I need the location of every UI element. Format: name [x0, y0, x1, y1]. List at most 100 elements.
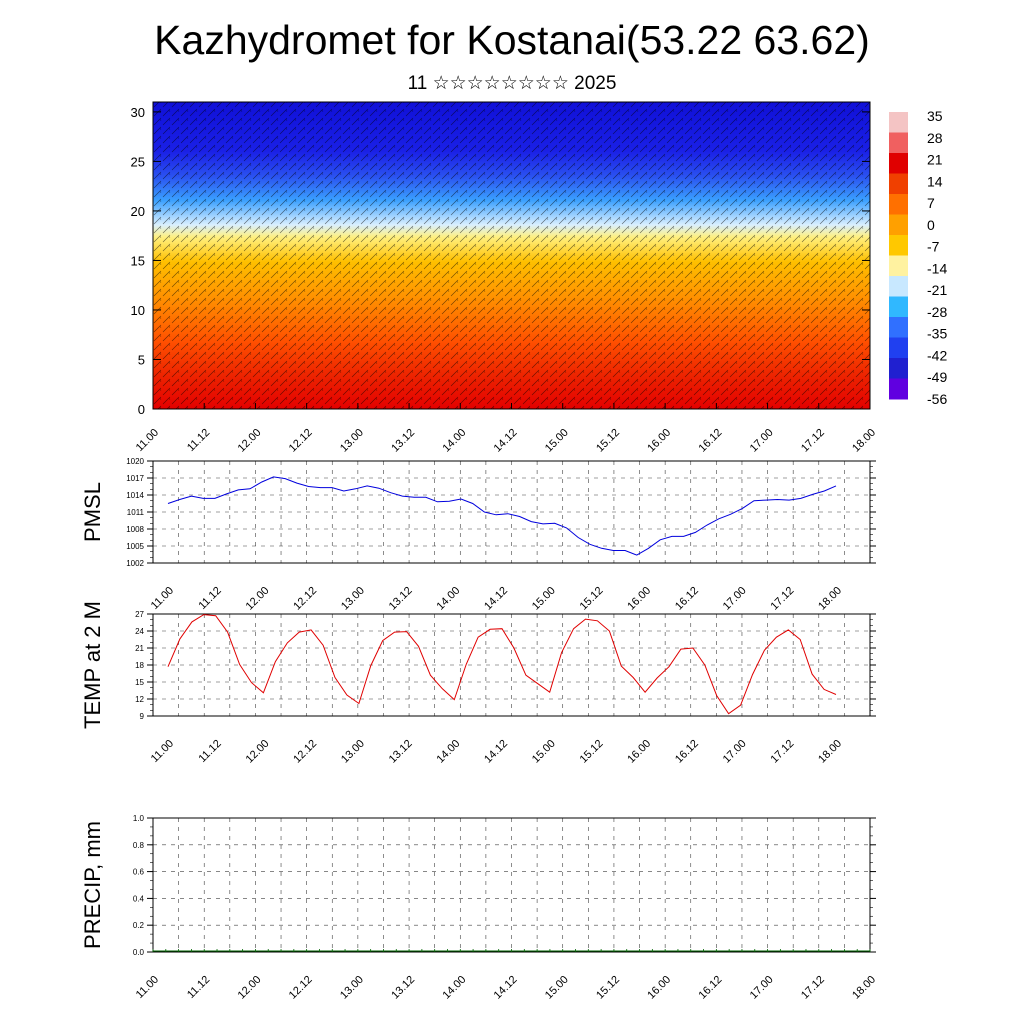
colorbar-label: -35	[927, 326, 947, 342]
precip-x-tick-label: 15.12	[594, 974, 622, 1002]
pmsl-y-tick-label: 1014	[126, 491, 144, 500]
colorbar-segment	[889, 112, 908, 133]
pmsl-series-line	[167, 476, 837, 556]
temp-x-tick-label: 15.00	[530, 738, 558, 766]
cs-y-tick-label: 15	[131, 253, 145, 268]
temp-x-tick-label: 16.00	[625, 738, 653, 766]
temp-x-tick-label: 14.12	[482, 738, 510, 766]
colorbar-label: 0	[927, 217, 935, 233]
temp-x-tick-label: 11.00	[149, 738, 176, 765]
colorbar-label: -21	[927, 282, 947, 298]
pmsl-y-tick-label: 1008	[126, 525, 144, 534]
colorbar-segment	[889, 317, 908, 338]
colorbar-label: 14	[927, 173, 943, 189]
precip-x-tick-label: 15.00	[543, 974, 571, 1002]
temp-series-line	[167, 614, 837, 715]
colorbar-segment	[889, 194, 908, 215]
temp-x-tick-label: 13.00	[339, 738, 367, 766]
temp-x-tick-label: 16.12	[673, 738, 701, 766]
pmsl-y-tick-label: 1002	[126, 559, 144, 568]
colorbar-label: -14	[927, 260, 947, 276]
precip-x-tick-label: 13.12	[389, 974, 417, 1002]
temp-y-tick-label: 24	[135, 627, 144, 636]
colorbar-segment	[889, 358, 908, 379]
pmsl-x-tick-label: 15.12	[578, 585, 606, 613]
colorbar-segment	[889, 255, 908, 277]
pmsl-x-tick-label: 13.00	[339, 585, 367, 613]
precip-x-tick-label: 16.12	[697, 974, 725, 1002]
colorbar-label: 28	[927, 130, 943, 146]
temp-x-tick-label: 11.12	[196, 738, 223, 765]
colorbar-label: -28	[927, 304, 947, 320]
wind-barbs	[153, 102, 870, 409]
colorbar-segment	[889, 153, 908, 174]
precip-y-axis-label: PRECIP, mm	[80, 821, 105, 949]
temp-x-tick-label: 12.12	[291, 738, 319, 766]
pmsl-x-tick-label: 11.12	[196, 585, 223, 612]
pmsl-x-tick-label: 18.00	[816, 585, 844, 613]
colorbar-segment	[889, 337, 908, 359]
precip-x-tick-label: 12.00	[236, 974, 264, 1002]
colorbar-segment	[889, 378, 908, 400]
temp-x-tick-label: 15.12	[578, 738, 606, 766]
temp-y-tick-label: 21	[135, 644, 144, 653]
colorbar-label: 35	[927, 108, 943, 124]
colorbar-segment	[889, 173, 908, 195]
pmsl-x-tick-label: 16.00	[625, 585, 653, 613]
precip-y-tick-label: 0.0	[133, 948, 145, 957]
colorbar-label: 21	[927, 152, 943, 168]
colorbar-segment	[889, 235, 908, 256]
pmsl-x-tick-label: 11.00	[149, 585, 176, 612]
temp-y-axis-label: TEMP at 2 M	[80, 601, 105, 729]
pmsl-y-axis-label: PMSL	[80, 482, 105, 542]
precip-y-tick-label: 0.4	[133, 894, 145, 903]
temp-y-tick-label: 27	[135, 610, 144, 619]
pmsl-frame	[152, 460, 871, 564]
precip-x-tick-label: 14.00	[440, 974, 468, 1002]
temp-x-tick-label: 18.00	[816, 738, 844, 766]
colorbar-label: -7	[927, 239, 940, 255]
temp-y-tick-label: 9	[140, 712, 145, 721]
temp-y-tick-label: 18	[135, 661, 144, 670]
precip-y-tick-label: 0.8	[133, 841, 145, 850]
colorbar-label: -56	[927, 391, 947, 407]
colorbar-label: -49	[927, 369, 947, 385]
pmsl-y-tick-label: 1020	[126, 457, 144, 466]
precip-x-tick-label: 13.00	[338, 974, 366, 1002]
cs-y-tick-label: 0	[138, 402, 145, 417]
colorbar-label: 7	[927, 195, 935, 211]
temp-x-tick-label: 17.00	[721, 738, 749, 766]
precip-x-tick-label: 16.00	[645, 974, 673, 1002]
pmsl-x-tick-label: 13.12	[387, 585, 415, 613]
pmsl-y-tick-label: 1017	[126, 474, 144, 483]
cs-y-tick-label: 20	[131, 204, 145, 219]
precip-x-tick-label: 18.00	[850, 974, 878, 1002]
pmsl-x-tick-label: 16.12	[673, 585, 701, 613]
pmsl-x-tick-label: 12.00	[244, 585, 272, 613]
pmsl-x-tick-label: 17.12	[768, 585, 796, 613]
temp-y-tick-label: 12	[135, 695, 144, 704]
page-title: Kazhydromet for Kostanai(53.22 63.62)	[154, 17, 870, 63]
pmsl-x-tick-label: 15.00	[530, 585, 558, 613]
pmsl-x-tick-label: 17.00	[721, 585, 749, 613]
cs-y-tick-label: 10	[131, 303, 145, 318]
page-subtitle: 11 ☆☆☆☆☆☆☆☆ 2025	[407, 73, 617, 94]
colorbar-segment	[889, 214, 908, 236]
precip-x-tick-label: 14.12	[492, 974, 520, 1002]
cs-y-tick-label: 25	[131, 154, 145, 169]
colorbar-segment	[889, 276, 908, 297]
pmsl-x-tick-label: 14.00	[434, 585, 462, 613]
pmsl-x-tick-label: 14.12	[482, 585, 510, 613]
colorbar-segment	[889, 132, 908, 154]
temp-x-tick-label: 14.00	[434, 738, 462, 766]
precip-x-tick-label: 17.00	[748, 974, 776, 1002]
cs-y-tick-label: 30	[131, 105, 145, 120]
precip-y-tick-label: 1.0	[133, 814, 145, 823]
precip-x-tick-label: 11.12	[185, 974, 212, 1001]
precip-x-tick-label: 17.12	[799, 974, 827, 1002]
precip-y-tick-label: 0.6	[133, 868, 145, 877]
cs-y-tick-label: 5	[138, 352, 145, 367]
pmsl-x-tick-label: 12.12	[291, 585, 319, 613]
pmsl-y-tick-label: 1011	[127, 508, 145, 517]
